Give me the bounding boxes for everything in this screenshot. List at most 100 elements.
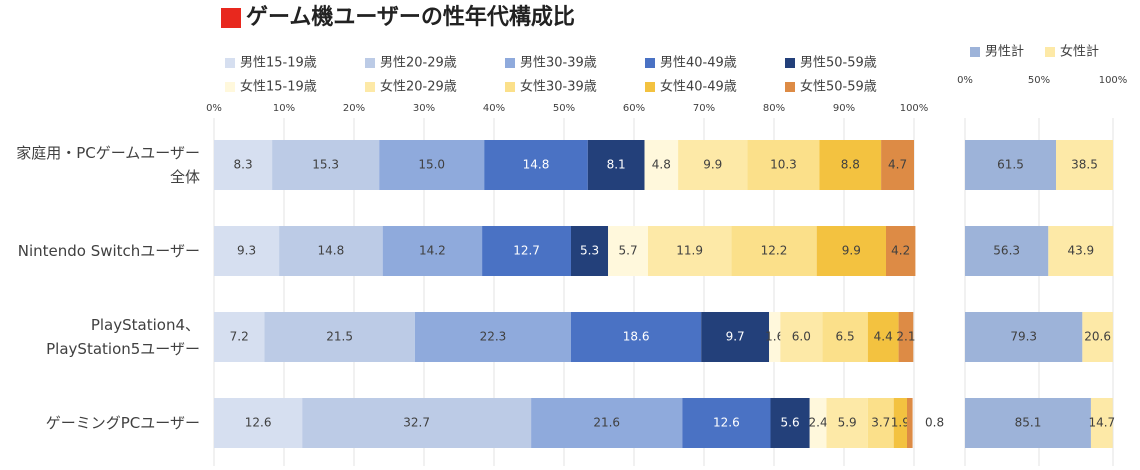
- bar-segment: [214, 398, 303, 448]
- data-label: 12.6: [713, 416, 740, 430]
- x-tick-label: 30%: [413, 103, 435, 114]
- bar-segment: [747, 140, 820, 190]
- legend-label: 女性30-39歳: [520, 79, 597, 95]
- y-tick-label: Nintendo Switchユーザー: [17, 242, 200, 260]
- bar-segment: [571, 312, 702, 362]
- bar-segment: [770, 398, 810, 448]
- legend-label: 男性20-29歳: [380, 56, 457, 71]
- data-label: 9.9: [703, 158, 722, 172]
- bar-segment: [822, 312, 868, 362]
- data-label: 1.9: [891, 416, 910, 430]
- data-label: 14.8: [318, 244, 345, 258]
- title-marker: [221, 8, 241, 28]
- legend-swatch: [970, 47, 980, 57]
- bar-segment: [678, 140, 748, 190]
- bar-segment: [816, 226, 886, 276]
- data-label: 15.0: [418, 158, 445, 172]
- bar-segment: [867, 398, 894, 448]
- bar-segment: [484, 140, 588, 190]
- bar-segment: [965, 140, 1057, 190]
- bar-segment: [898, 312, 914, 362]
- bar-segment: [414, 312, 571, 362]
- data-label: 1.6: [765, 330, 784, 344]
- legend-swatch: [365, 58, 375, 68]
- bar-segment: [809, 398, 827, 448]
- y-tick-label: ゲーミングPCユーザー: [45, 414, 200, 432]
- legend-swatch: [225, 82, 235, 92]
- bar-segment: [214, 140, 273, 190]
- y-tick-label: 家庭用・PCゲームユーザー 全体: [16, 144, 200, 186]
- legend-label: 男性計: [985, 44, 1024, 60]
- bar-segment: [379, 140, 485, 190]
- x-tick-label: 100%: [900, 103, 929, 114]
- bar-segment: [780, 312, 823, 362]
- x-tick-label: 70%: [693, 103, 715, 114]
- bar-segment: [965, 226, 1049, 276]
- bar-segment: [214, 312, 265, 362]
- bar-segment: [907, 398, 913, 448]
- bar-segment: [302, 398, 532, 448]
- bar-segment: [867, 312, 899, 362]
- bar-segment: [264, 312, 415, 362]
- data-label: 6.5: [836, 330, 855, 344]
- x-tick-label: 0%: [957, 75, 973, 86]
- data-label: 14.2: [419, 244, 446, 258]
- data-label: 79.3: [1010, 330, 1037, 344]
- legend-label: 女性計: [1060, 44, 1099, 60]
- chart-title: ゲーム機ユーザーの性年代構成比: [246, 4, 575, 30]
- legend-label: 男性30-39歳: [520, 56, 597, 71]
- bar-segment: [893, 398, 907, 448]
- x-tick-label: 10%: [273, 103, 295, 114]
- bar-segment: [279, 226, 383, 276]
- data-label: 8.3: [234, 158, 253, 172]
- data-label: 5.7: [619, 244, 638, 258]
- bar-segment: [965, 398, 1091, 448]
- bar-segment: [1048, 226, 1114, 276]
- data-label: 21.5: [326, 330, 353, 344]
- data-label: 32.7: [403, 416, 430, 430]
- bar-segment: [272, 140, 380, 190]
- data-label: 15.3: [312, 158, 339, 172]
- legend-label: 男性40-49歳: [660, 56, 737, 71]
- data-label: 3.7: [871, 416, 890, 430]
- bar-segment: [819, 140, 882, 190]
- data-label: 14.8: [523, 158, 550, 172]
- bar-segment: [382, 226, 483, 276]
- x-tick-label: 50%: [1028, 75, 1050, 86]
- legend-label: 女性50-59歳: [800, 79, 877, 95]
- data-label: 38.5: [1071, 158, 1098, 172]
- bar-segment: [1056, 140, 1113, 190]
- data-label: 4.8: [652, 158, 671, 172]
- legend-swatch: [785, 82, 795, 92]
- bar-segment: [881, 140, 914, 190]
- data-label: 5.9: [838, 416, 857, 430]
- bar-segment: [608, 226, 648, 276]
- data-label: 43.9: [1067, 244, 1094, 258]
- data-label: 2.1: [896, 330, 915, 344]
- data-label: 0.8: [925, 416, 944, 430]
- data-label: 5.3: [580, 244, 599, 258]
- data-label: 9.9: [842, 244, 861, 258]
- y-tick-label: PlayStation4、 PlayStation5ユーザー: [46, 316, 200, 358]
- bar-segment: [644, 140, 679, 190]
- data-label: 12.2: [761, 244, 788, 258]
- legend-swatch: [505, 58, 515, 68]
- legend-swatch: [225, 58, 235, 68]
- data-label: 56.3: [993, 244, 1020, 258]
- bar-segment: [701, 312, 770, 362]
- x-tick-label: 0%: [206, 103, 222, 114]
- legend-label: 女性20-29歳: [380, 79, 457, 95]
- data-label: 8.1: [607, 158, 626, 172]
- data-label: 11.9: [676, 244, 703, 258]
- bar-segment: [531, 398, 683, 448]
- data-label: 4.7: [888, 158, 907, 172]
- x-tick-label: 20%: [343, 103, 365, 114]
- legend-swatch: [645, 82, 655, 92]
- data-label: 18.6: [623, 330, 650, 344]
- x-tick-label: 40%: [483, 103, 505, 114]
- data-label: 5.6: [781, 416, 800, 430]
- bar-segment: [1090, 398, 1113, 448]
- bar-segment: [587, 140, 645, 190]
